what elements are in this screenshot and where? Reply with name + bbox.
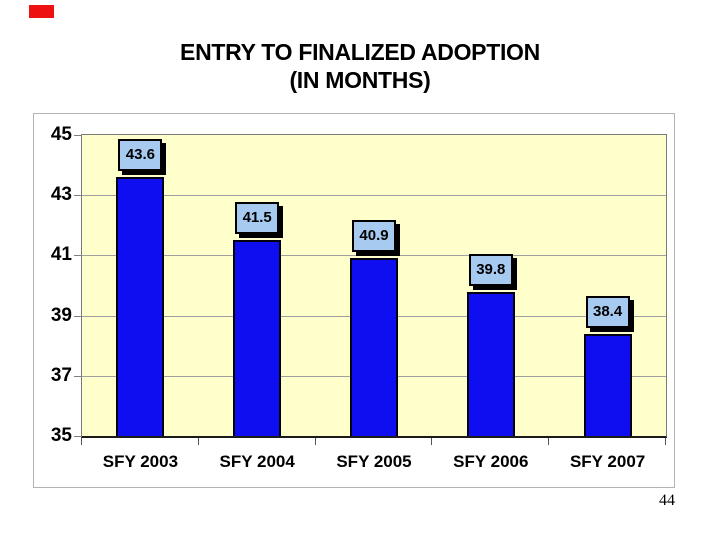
chart-title-line2: (IN MONTHS) [289, 67, 431, 93]
y-tick-label: 41 [50, 244, 72, 266]
bar-sfy-2005 [350, 258, 398, 436]
page-number: 44 [659, 492, 675, 509]
bar-sfy-2004 [233, 240, 282, 436]
y-tick-label: 45 [50, 124, 72, 145]
gridline [82, 195, 666, 197]
bar-value-label: 43.6 [118, 139, 163, 172]
red-corner-marker [29, 5, 54, 18]
y-tick-label: 43 [50, 184, 72, 206]
x-category-label: SFY 2007 [569, 452, 646, 471]
x-axis-tick [81, 438, 82, 445]
y-tick-label: 35 [50, 425, 72, 446]
bar-sfy-2007 [583, 333, 632, 436]
x-axis-tick [197, 438, 199, 445]
plot-area [81, 134, 667, 438]
bar-value-label: 38.4 [585, 295, 630, 328]
x-axis-tick [548, 438, 550, 445]
y-axis-tick [74, 135, 82, 136]
bar-value-label: 40.9 [352, 220, 396, 253]
x-category-label: SFY 2003 [102, 452, 179, 471]
bar-sfy-2003 [116, 177, 165, 436]
x-category-label: SFY 2006 [453, 452, 529, 471]
bar-value-label: 41.5 [235, 202, 280, 235]
chart-title-line1: ENTRY TO FINALIZED ADOPTION [180, 39, 540, 65]
x-axis-tick [431, 438, 433, 445]
x-category-label: SFY 2005 [336, 452, 412, 471]
bar-value-label: 39.8 [468, 253, 513, 286]
y-axis-tick [74, 436, 82, 437]
y-axis-tick [74, 195, 82, 197]
y-axis-tick [74, 315, 82, 317]
y-axis-tick [74, 375, 82, 377]
y-tick-label: 39 [50, 304, 72, 326]
bar-sfy-2006 [466, 291, 515, 436]
y-tick-label: 37 [50, 364, 72, 386]
gridline [82, 255, 666, 257]
x-axis-tick [314, 438, 316, 445]
y-axis-tick [74, 255, 82, 257]
x-category-label: SFY 2004 [219, 452, 295, 471]
chart-title: ENTRY TO FINALIZED ADOPTION (IN MONTHS) [0, 38, 720, 94]
x-axis-tick [665, 438, 666, 445]
